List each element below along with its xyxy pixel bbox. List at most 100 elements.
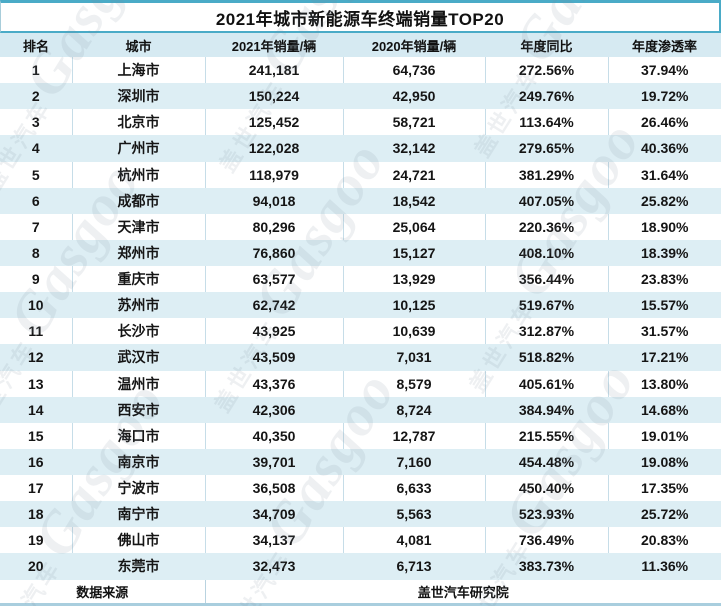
- cell-rank: 12: [0, 344, 72, 371]
- col-penetration: 年度渗透率: [608, 33, 721, 57]
- cell-yoy: 407.05%: [484, 187, 608, 214]
- cell-2021-sales: 42,306: [204, 396, 343, 423]
- cell-city: 南宁市: [71, 501, 205, 528]
- cell-yoy: 215.55%: [484, 422, 608, 449]
- cell-yoy: 279.65%: [484, 135, 608, 162]
- cell-penetration: 31.64%: [607, 161, 721, 188]
- cell-penetration: 25.72%: [607, 501, 721, 528]
- cell-yoy: 249.76%: [484, 83, 608, 110]
- data-source-value: 盖世汽车研究院: [204, 579, 721, 606]
- cell-city: 杭州市: [71, 161, 205, 188]
- table-row: 1 上海市 241,181 64,736 272.56% 37.94%: [0, 57, 721, 84]
- cell-2020-sales: 7,031: [342, 344, 485, 371]
- cell-rank: 9: [0, 266, 72, 293]
- cell-city: 东莞市: [71, 553, 205, 580]
- cell-yoy: 383.73%: [484, 553, 608, 580]
- data-source-label: 数据来源: [0, 579, 205, 606]
- table-row: 6 成都市 94,018 18,542 407.05% 25.82%: [0, 187, 721, 214]
- cell-yoy: 384.94%: [484, 396, 608, 423]
- page-title: 2021年城市新能源车终端销量TOP20: [215, 9, 505, 29]
- cell-penetration: 18.90%: [607, 213, 721, 240]
- cell-2020-sales: 10,125: [342, 292, 485, 319]
- cell-2020-sales: 64,736: [342, 57, 485, 84]
- cell-city: 上海市: [71, 57, 205, 84]
- cell-2021-sales: 125,452: [204, 109, 343, 136]
- sales-table: 排名 城市 2021年销量/辆 2020年销量/辆 年度同比 年度渗透率 1 上海市 241,…: [0, 33, 721, 606]
- cell-penetration: 23.83%: [607, 266, 721, 293]
- table-row: 9 重庆市 63,577 13,929 356.44% 23.83%: [0, 266, 721, 293]
- cell-rank: 16: [0, 448, 72, 475]
- table-row: 17 宁波市 36,508 6,633 450.40% 17.35%: [0, 475, 721, 502]
- cell-city: 郑州市: [71, 239, 205, 266]
- cell-2021-sales: 76,860: [204, 239, 343, 266]
- cell-penetration: 40.36%: [607, 135, 721, 162]
- cell-city: 重庆市: [71, 266, 205, 293]
- cell-penetration: 14.68%: [607, 396, 721, 423]
- cell-rank: 7: [0, 213, 72, 240]
- cell-rank: 5: [0, 161, 72, 188]
- table-row: 19 佛山市 34,137 4,081 736.49% 20.83%: [0, 527, 721, 554]
- cell-yoy: 113.64%: [484, 109, 608, 136]
- cell-2020-sales: 5,563: [342, 501, 485, 528]
- cell-2020-sales: 25,064: [342, 213, 485, 240]
- cell-city: 成都市: [71, 187, 205, 214]
- cell-penetration: 25.82%: [607, 187, 721, 214]
- cell-penetration: 15.57%: [607, 292, 721, 319]
- table-row: 3 北京市 125,452 58,721 113.64% 26.46%: [0, 109, 721, 136]
- cell-2020-sales: 12,787: [342, 422, 485, 449]
- cell-2020-sales: 7,160: [342, 448, 485, 475]
- cell-city: 长沙市: [71, 318, 205, 345]
- table-row: 4 广州市 122,028 32,142 279.65% 40.36%: [0, 135, 721, 162]
- table-footer-row: 数据来源 盖世汽车研究院: [0, 579, 721, 606]
- cell-2021-sales: 34,137: [204, 527, 343, 554]
- cell-yoy: 518.82%: [484, 344, 608, 371]
- cell-2020-sales: 8,579: [342, 370, 485, 397]
- cell-2020-sales: 4,081: [342, 527, 485, 554]
- cell-2021-sales: 150,224: [204, 83, 343, 110]
- cell-yoy: 356.44%: [484, 266, 608, 293]
- cell-2020-sales: 58,721: [342, 109, 485, 136]
- cell-yoy: 408.10%: [484, 239, 608, 266]
- table-row: 18 南宁市 34,709 5,563 523.93% 25.72%: [0, 501, 721, 528]
- cell-penetration: 17.21%: [607, 344, 721, 371]
- cell-2021-sales: 32,473: [204, 553, 343, 580]
- cell-penetration: 19.01%: [607, 422, 721, 449]
- cell-yoy: 519.67%: [484, 292, 608, 319]
- cell-penetration: 11.36%: [607, 553, 721, 580]
- cell-city: 海口市: [71, 422, 205, 449]
- cell-penetration: 26.46%: [607, 109, 721, 136]
- title-bar: 2021年城市新能源车终端销量TOP20: [0, 0, 721, 33]
- cell-yoy: 220.36%: [484, 213, 608, 240]
- cell-2021-sales: 36,508: [204, 475, 343, 502]
- col-2020-sales: 2020年销量/辆: [343, 33, 485, 57]
- cell-rank: 4: [0, 135, 72, 162]
- cell-rank: 11: [0, 318, 72, 345]
- cell-yoy: 381.29%: [484, 161, 608, 188]
- cell-city: 佛山市: [71, 527, 205, 554]
- table-row: 12 武汉市 43,509 7,031 518.82% 17.21%: [0, 344, 721, 371]
- cell-yoy: 312.87%: [484, 318, 608, 345]
- cell-2021-sales: 80,296: [204, 213, 343, 240]
- table-row: 2 深圳市 150,224 42,950 249.76% 19.72%: [0, 83, 721, 110]
- cell-penetration: 18.39%: [607, 239, 721, 266]
- cell-yoy: 454.48%: [484, 448, 608, 475]
- cell-2020-sales: 18,542: [342, 187, 485, 214]
- cell-2020-sales: 6,633: [342, 475, 485, 502]
- cell-city: 广州市: [71, 135, 205, 162]
- cell-city: 西安市: [71, 396, 205, 423]
- table-header-row: 排名 城市 2021年销量/辆 2020年销量/辆 年度同比 年度渗透率: [0, 33, 721, 57]
- cell-rank: 8: [0, 239, 72, 266]
- cell-rank: 2: [0, 83, 72, 110]
- cell-rank: 6: [0, 187, 72, 214]
- cell-2021-sales: 62,742: [204, 292, 343, 319]
- cell-rank: 13: [0, 370, 72, 397]
- table-row: 13 温州市 43,376 8,579 405.61% 13.80%: [0, 370, 721, 397]
- cell-2020-sales: 8,724: [342, 396, 485, 423]
- cell-2020-sales: 6,713: [342, 553, 485, 580]
- cell-2020-sales: 13,929: [342, 266, 485, 293]
- cell-2020-sales: 24,721: [342, 161, 485, 188]
- table-row: 8 郑州市 76,860 15,127 408.10% 18.39%: [0, 239, 721, 266]
- cell-2021-sales: 118,979: [204, 161, 343, 188]
- table-row: 16 南京市 39,701 7,160 454.48% 19.08%: [0, 448, 721, 475]
